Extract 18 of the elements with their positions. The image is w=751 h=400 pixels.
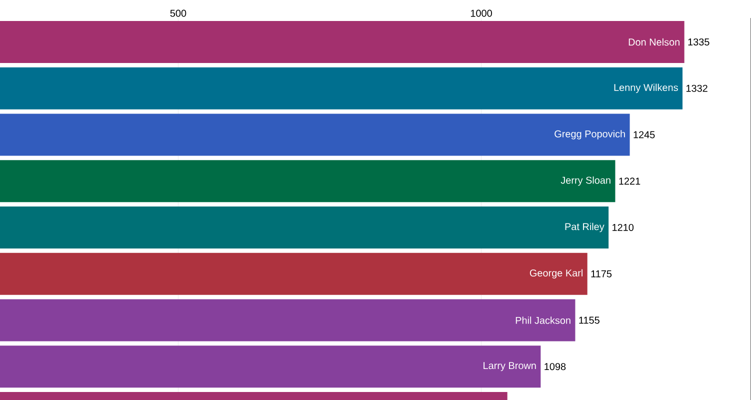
data-label: 1335 [688,38,710,46]
data-label: 1245 [634,131,655,138]
y-tick-label: Larry Brown [484,362,536,372]
data-label: 1098 [544,363,566,370]
data-label: 1332 [686,84,708,92]
y-tick-label: Don Nelson [628,38,680,46]
y-tick-label: Pat Riley [565,222,604,232]
y-tick-label: Jerry Sloan [560,176,610,186]
y-tick-label: George Karl [530,269,582,278]
data-label: 1221 [619,178,640,185]
data-label: 1155 [579,316,600,324]
x-tick-label: 500 [170,10,186,17]
y-tick-label: Gregg Popovich [554,130,625,140]
y-tick-label: Lenny Wilkens [614,84,678,93]
y-tick-label: Phil Jackson [516,316,570,324]
data-label: 1175 [591,270,612,278]
data-label: 1210 [612,224,634,232]
x-tick-label: 1000 [470,10,492,17]
